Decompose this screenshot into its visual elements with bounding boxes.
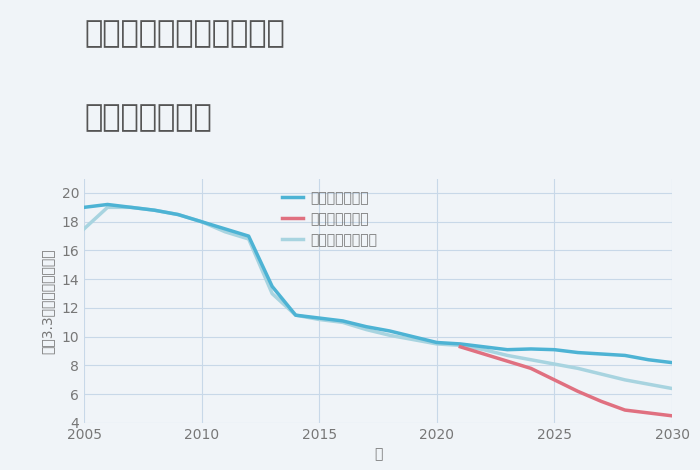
バッドシナリオ [550, 377, 559, 383]
グッドシナリオ [456, 341, 465, 347]
グッドシナリオ [409, 334, 417, 339]
グッドシナリオ [268, 283, 277, 289]
グッドシナリオ [574, 350, 582, 355]
Line: バッドシナリオ: バッドシナリオ [461, 347, 672, 416]
バッドシナリオ [503, 358, 512, 364]
ノーマルシナリオ [621, 377, 629, 383]
グッドシナリオ [221, 226, 230, 232]
グッドシナリオ [621, 352, 629, 358]
ノーマルシナリオ [526, 357, 535, 362]
グッドシナリオ [127, 204, 135, 210]
グッドシナリオ [503, 347, 512, 352]
グッドシナリオ [104, 202, 112, 207]
バッドシナリオ [526, 366, 535, 371]
ノーマルシナリオ [456, 343, 465, 348]
ノーマルシナリオ [80, 226, 88, 232]
バッドシナリオ [597, 399, 606, 404]
ノーマルシナリオ [480, 347, 488, 352]
グッドシナリオ [480, 344, 488, 350]
ノーマルシナリオ [221, 229, 230, 235]
グッドシナリオ [668, 360, 676, 366]
ノーマルシナリオ [268, 291, 277, 297]
ノーマルシナリオ [574, 366, 582, 371]
グッドシナリオ [291, 313, 300, 318]
グッドシナリオ [339, 318, 347, 324]
ノーマルシナリオ [362, 327, 370, 332]
Y-axis label: 坪（3.3㎡）単価（万円）: 坪（3.3㎡）単価（万円） [41, 248, 55, 353]
バッドシナリオ [456, 344, 465, 350]
ノーマルシナリオ [409, 337, 417, 343]
グッドシナリオ [362, 324, 370, 329]
ノーマルシナリオ [503, 352, 512, 358]
ノーマルシナリオ [339, 320, 347, 325]
ノーマルシナリオ [291, 313, 300, 318]
グッドシナリオ [150, 207, 159, 213]
バッドシナリオ [668, 413, 676, 419]
バッドシナリオ [644, 410, 652, 416]
ノーマルシナリオ [386, 332, 394, 338]
ノーマルシナリオ [150, 207, 159, 213]
グッドシナリオ [197, 219, 206, 225]
ノーマルシナリオ [644, 381, 652, 387]
グッドシナリオ [315, 315, 323, 321]
グッドシナリオ [386, 328, 394, 334]
ノーマルシナリオ [668, 386, 676, 392]
ノーマルシナリオ [597, 371, 606, 377]
バッドシナリオ [574, 389, 582, 394]
グッドシナリオ [433, 340, 441, 345]
Line: ノーマルシナリオ: ノーマルシナリオ [84, 207, 672, 389]
ノーマルシナリオ [174, 212, 182, 217]
グッドシナリオ [644, 357, 652, 362]
X-axis label: 年: 年 [374, 447, 382, 462]
ノーマルシナリオ [433, 341, 441, 347]
グッドシナリオ [597, 351, 606, 357]
ノーマルシナリオ [104, 204, 112, 210]
バッドシナリオ [621, 407, 629, 413]
Text: 三重県伊賀市上野東町の: 三重県伊賀市上野東町の [84, 19, 285, 48]
バッドシナリオ [480, 351, 488, 357]
グッドシナリオ [526, 346, 535, 352]
Line: グッドシナリオ: グッドシナリオ [84, 204, 672, 363]
ノーマルシナリオ [315, 317, 323, 322]
Text: 土地の価格推移: 土地の価格推移 [84, 103, 211, 133]
ノーマルシナリオ [244, 236, 253, 242]
ノーマルシナリオ [127, 204, 135, 210]
グッドシナリオ [550, 347, 559, 352]
ノーマルシナリオ [197, 219, 206, 225]
グッドシナリオ [80, 204, 88, 210]
ノーマルシナリオ [550, 361, 559, 367]
グッドシナリオ [244, 233, 253, 239]
グッドシナリオ [174, 212, 182, 217]
Legend: グッドシナリオ, バッドシナリオ, ノーマルシナリオ: グッドシナリオ, バッドシナリオ, ノーマルシナリオ [277, 186, 383, 252]
